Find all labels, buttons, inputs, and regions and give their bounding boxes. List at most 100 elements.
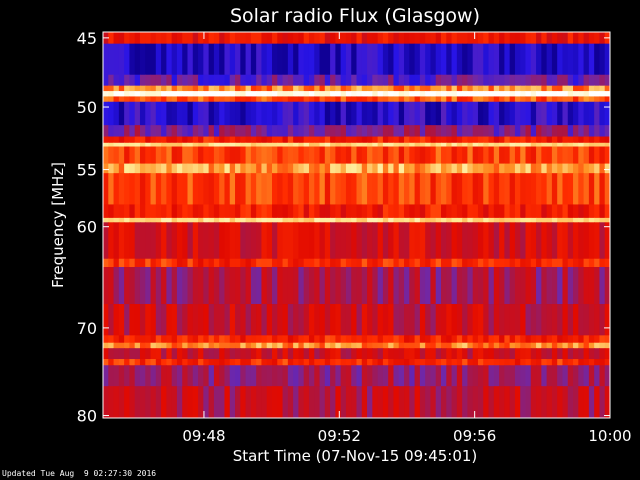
- spectrogram-cell: [129, 222, 136, 260]
- spectrogram-cell: [583, 365, 590, 387]
- spectrogram-cell: [330, 163, 336, 174]
- spectrogram-cell: [604, 125, 610, 137]
- spectrogram-cell: [372, 267, 379, 305]
- spectrogram-cell: [356, 91, 363, 97]
- spectrogram-cell: [456, 142, 463, 147]
- spectrogram-cell: [208, 43, 215, 76]
- spectrogram-cell: [493, 146, 500, 164]
- spectrogram-cell: [551, 204, 558, 219]
- spectrogram-cell: [446, 222, 453, 260]
- spectrogram-cell: [477, 43, 484, 76]
- spectrogram-cell: [245, 32, 252, 45]
- spectrogram-cell: [483, 304, 490, 336]
- spectrogram-cell: [266, 173, 273, 205]
- spectrogram-cell: [314, 101, 321, 126]
- spectrogram-cell: [382, 101, 389, 126]
- spectrogram-cell: [404, 142, 410, 147]
- spectrogram-cell: [367, 204, 373, 219]
- spectrogram-cell: [351, 173, 358, 205]
- spectrogram-cell: [224, 136, 231, 144]
- spectrogram-cell: [398, 125, 405, 137]
- spectrogram-cell: [240, 163, 247, 174]
- spectrogram-cell: [514, 335, 521, 344]
- spectrogram-cell: [324, 173, 331, 205]
- spectrogram-cell: [293, 43, 300, 76]
- spectrogram-cell: [340, 258, 347, 268]
- spectrogram-cell: [541, 32, 548, 45]
- spectrogram-cell: [451, 222, 458, 260]
- spectrogram-cell: [451, 348, 458, 360]
- spectrogram-cell: [604, 222, 610, 260]
- spectrogram-cell: [340, 222, 347, 260]
- spectrogram-cell: [493, 74, 500, 87]
- spectrogram-cell: [182, 163, 189, 174]
- spectrogram-cell: [308, 32, 315, 45]
- spectrogram-cell: [504, 43, 511, 76]
- spectrogram-cell: [504, 204, 511, 219]
- spectrogram-cell: [477, 91, 484, 97]
- spectrogram-cell: [250, 365, 257, 387]
- spectrogram-cell: [583, 163, 590, 174]
- spectrogram-cell: [213, 136, 220, 144]
- spectrogram-cell: [525, 267, 532, 305]
- spectrogram-cell: [414, 142, 421, 147]
- spectrogram-cell: [145, 163, 152, 174]
- spectrogram-cell: [594, 125, 601, 137]
- spectrogram-cell: [557, 365, 564, 387]
- spectrogram-cell: [525, 91, 532, 97]
- spectrogram-cell: [113, 365, 120, 387]
- spectrogram-cell: [229, 258, 236, 268]
- spectrogram-cell: [604, 335, 610, 344]
- spectrogram-cell: [488, 43, 495, 76]
- spectrogram-cell: [425, 258, 432, 268]
- spectrogram-cell: [604, 365, 610, 387]
- spectrogram-cell: [192, 96, 199, 103]
- spectrogram-cell: [409, 217, 416, 223]
- spectrogram-cell: [546, 125, 553, 137]
- spectrogram-cell: [551, 136, 558, 144]
- spectrogram-cell: [129, 304, 136, 336]
- spectrogram-cell: [361, 365, 368, 387]
- spectrogram-cell: [567, 101, 574, 126]
- spectrogram-cell: [303, 146, 310, 164]
- spectrogram-cell: [367, 342, 373, 349]
- spectrogram-cell: [155, 365, 162, 387]
- spectrogram-cell: [345, 217, 352, 223]
- spectrogram-cell: [404, 101, 410, 126]
- spectrogram-cell: [573, 359, 579, 366]
- spectrogram-cell: [599, 342, 606, 349]
- spectrogram-cell: [499, 85, 505, 92]
- spectrogram-cell: [446, 74, 453, 87]
- spectrogram-cell: [282, 342, 289, 349]
- spectrogram-cell: [530, 163, 537, 174]
- spectrogram-cell: [171, 335, 178, 344]
- spectrogram-cell: [224, 217, 231, 223]
- spectrogram-cell: [557, 304, 564, 336]
- spectrogram-cell: [483, 365, 490, 387]
- spectrogram-cell: [493, 32, 500, 45]
- spectrogram-cell: [604, 348, 610, 360]
- spectrogram-cell: [219, 101, 226, 126]
- spectrogram-cell: [557, 146, 564, 164]
- spectrogram-cell: [467, 125, 474, 137]
- spectrogram-cell: [213, 146, 220, 164]
- spectrogram-cell: [382, 85, 389, 92]
- spectrogram-cell: [182, 32, 189, 45]
- spectrogram-cell: [551, 96, 558, 103]
- spectrogram-cell: [108, 43, 115, 76]
- spectrogram-cell: [235, 173, 241, 205]
- spectrogram-cell: [113, 74, 120, 87]
- spectrogram-cell: [388, 142, 395, 147]
- spectrogram-cell: [377, 43, 384, 76]
- spectrogram-cell: [599, 101, 606, 126]
- spectrogram-cell: [293, 267, 300, 305]
- spectrogram-cell: [113, 222, 120, 260]
- y-tick-label: 55: [77, 161, 97, 180]
- spectrogram-cell: [319, 101, 326, 126]
- spectrogram-cell: [388, 32, 395, 45]
- spectrogram-cell: [372, 304, 379, 336]
- spectrogram-cell: [419, 258, 426, 268]
- spectrogram-cell: [594, 173, 601, 205]
- spectrogram-cell: [250, 43, 257, 76]
- spectrogram-cell: [161, 96, 167, 103]
